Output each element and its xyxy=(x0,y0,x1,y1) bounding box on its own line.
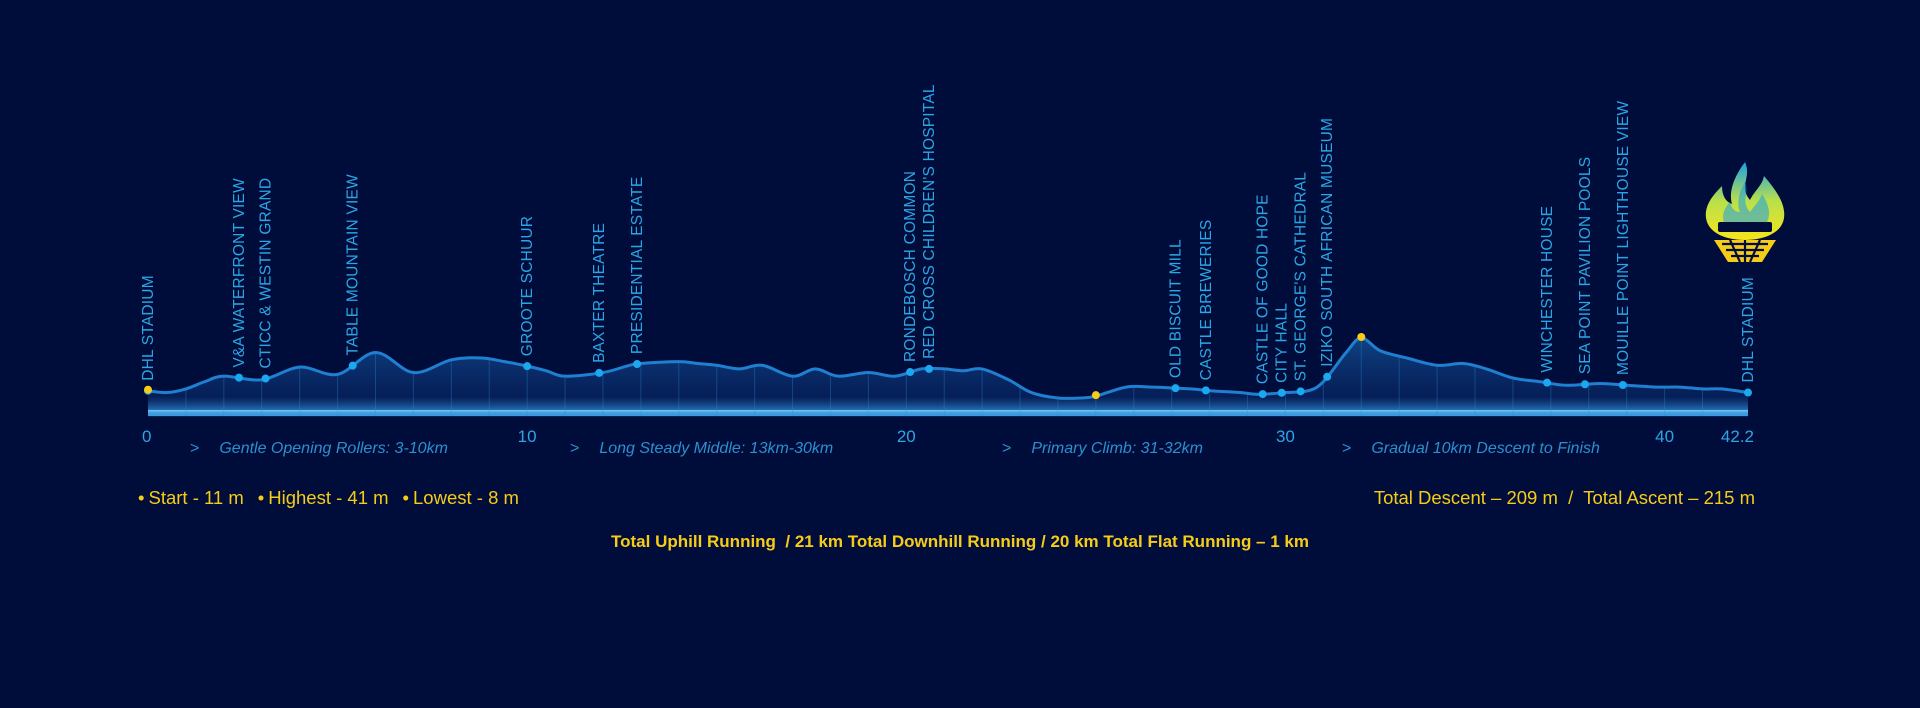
torch-icon xyxy=(1705,162,1785,263)
landmark-marker xyxy=(1323,372,1332,381)
landmark-label: TABLE MOUNTAIN VIEW xyxy=(345,174,362,356)
landmark-label: IZIKO SOUTH AFRICAN MUSEUM xyxy=(1319,118,1336,367)
x-tick-label: 42.2 xyxy=(1721,427,1754,446)
vertical-gridlines xyxy=(185,338,1704,416)
landmark-marker xyxy=(234,373,243,382)
x-axis-ticks: 0 10 20 30 40 42.2 xyxy=(142,427,1754,446)
section-label-1: > Gentle Opening Rollers: 3-10km xyxy=(190,440,448,458)
landmark-marker xyxy=(1277,388,1286,397)
landmark-marker xyxy=(633,360,642,369)
landmark-label: OLD BISCUIT MILL xyxy=(1167,239,1184,378)
landmark-label: DHL STADIUM xyxy=(1740,277,1757,383)
chevron-right-icon: > xyxy=(1002,440,1012,457)
landmark-label: RONDEBOSCH COMMON xyxy=(902,171,919,362)
landmark-marker xyxy=(523,362,532,371)
landmark-marker xyxy=(1618,381,1627,390)
landmark-label: CASTLE OF GOOD HOPE xyxy=(1255,194,1272,384)
chevron-right-icon: > xyxy=(190,440,200,457)
section-text: Gradual 10km Descent to Finish xyxy=(1371,440,1600,457)
lowest-stat: • Lowest - 8 m xyxy=(403,487,519,508)
x-tick-label: 30 xyxy=(1276,427,1295,446)
landmark-label: GROOTE SCHUUR xyxy=(519,216,536,356)
chevron-right-icon: > xyxy=(1342,440,1352,457)
chevron-right-icon: > xyxy=(570,440,580,457)
landmark-label: SEA POINT PAVILION POOLS xyxy=(1577,157,1594,375)
landmark-marker xyxy=(1744,388,1752,397)
x-tick-label: 0 xyxy=(142,427,151,446)
highest-stat: • Highest - 41 m xyxy=(258,487,389,508)
landmark-marker xyxy=(595,368,604,377)
elevation-area xyxy=(148,337,1748,416)
lowest-stat-text: Lowest - 8 m xyxy=(413,487,519,508)
x-tick-label: 10 xyxy=(518,427,537,446)
landmark-marker xyxy=(261,374,270,383)
landmark-label: CITY HALL xyxy=(1274,303,1291,383)
start-stat: • Start - 11 m xyxy=(138,487,244,508)
landmark-label: RED CROSS CHILDREN'S HOSPITAL xyxy=(921,84,938,359)
section-label-4: > Gradual 10km Descent to Finish xyxy=(1342,440,1600,458)
landmark-label: WINCHESTER HOUSE xyxy=(1539,206,1556,373)
landmark-marker xyxy=(1258,390,1267,399)
profile-markers xyxy=(144,333,1752,400)
landmark-labels: DHL STADIUM V&A WATERFRONT VIEW CTICC & WE… xyxy=(140,84,1757,384)
section-label-2: > Long Steady Middle: 13km-30km xyxy=(570,440,833,458)
bullet-dot: • xyxy=(138,487,145,508)
x-tick-label: 40 xyxy=(1655,427,1674,446)
landmark-marker xyxy=(1296,387,1305,396)
bullet-dot: • xyxy=(402,487,410,508)
start-stat-text: Start - 11 m xyxy=(148,487,244,508)
landmark-marker xyxy=(348,361,357,370)
profile-area-layer xyxy=(148,337,1748,418)
landmark-marker xyxy=(925,364,934,373)
profile-line-layer xyxy=(147,336,1749,400)
landmark-label: BAXTER THEATRE xyxy=(591,223,608,363)
landmark-marker xyxy=(1543,378,1552,387)
landmark-marker xyxy=(1171,384,1180,393)
elevation-line xyxy=(147,336,1749,400)
running-totals: Total Uphill Running / 21 km Total Downh… xyxy=(611,532,1309,551)
section-text: Gentle Opening Rollers: 3-10km xyxy=(219,440,448,457)
key-marker xyxy=(1357,333,1366,341)
section-text: Long Steady Middle: 13km-30km xyxy=(599,440,834,457)
landmark-marker xyxy=(1201,386,1210,395)
key-marker xyxy=(144,385,152,394)
bullet-dot: • xyxy=(257,487,265,508)
landmark-label: PRESIDENTIAL ESTATE xyxy=(629,177,646,355)
landmark-label: ST. GEORGE'S CATHEDRAL xyxy=(1293,172,1310,382)
landmark-marker xyxy=(906,368,915,377)
section-text: Primary Climb: 31-32km xyxy=(1031,440,1203,457)
elevation-key-stats: • Start - 11 m • Highest - 41 m • Lowest - 8 … xyxy=(138,487,533,509)
landmark-label: MOUILLE POINT LIGHTHOUSE VIEW xyxy=(1615,101,1632,375)
landmark-marker xyxy=(1580,380,1589,389)
x-tick-label: 20 xyxy=(897,427,916,446)
landmark-label: CTICC & WESTIN GRAND xyxy=(258,178,275,369)
descent-ascent-stats: Total Descent – 209 m / Total Ascent – 2… xyxy=(1373,487,1755,508)
section-label-3: > Primary Climb: 31-32km xyxy=(1002,440,1203,458)
baseline-glow xyxy=(148,410,1748,418)
highest-stat-text: Highest - 41 m xyxy=(268,487,389,508)
key-marker xyxy=(1091,391,1100,400)
landmark-label: V&A WATERFRONT VIEW xyxy=(231,178,248,368)
landmark-label: DHL STADIUM xyxy=(140,275,157,381)
landmark-label: CASTLE BREWERIES xyxy=(1198,220,1215,381)
